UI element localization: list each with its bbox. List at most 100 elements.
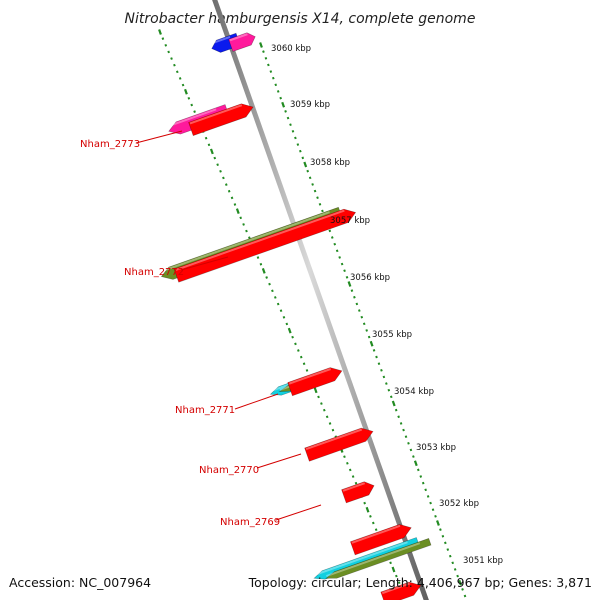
tick-mark — [308, 176, 312, 180]
tick-mark — [367, 335, 371, 339]
tick-mark — [239, 216, 243, 220]
tick-mark — [391, 566, 396, 573]
tick-mark — [181, 83, 185, 87]
tick-mark — [328, 229, 332, 233]
tick-mark — [271, 76, 275, 80]
tick-mark — [313, 387, 318, 394]
tick-mark — [399, 422, 403, 425]
scale-label: 3058 kbp — [310, 158, 350, 168]
gene-nham-2770-shape — [304, 427, 374, 462]
tick-mark — [350, 289, 354, 292]
tick-mark — [245, 229, 248, 233]
tick-mark — [311, 183, 314, 186]
scale-label: 3052 kbp — [439, 499, 479, 509]
tick-mark — [282, 315, 286, 319]
tick-mark — [436, 520, 440, 526]
gene-blue-highlight — [210, 36, 231, 45]
tick-mark — [377, 362, 381, 365]
tick-mark — [463, 594, 467, 598]
gene-label-nham-2769: Nham_2769 — [220, 517, 280, 528]
right-tick-track — [259, 42, 467, 598]
gene-label-nham-2771: Nham_2771 — [175, 405, 235, 416]
tick-mark — [353, 295, 356, 299]
gene-red-6 — [350, 524, 412, 556]
tick-mark — [259, 262, 263, 266]
tick-mark — [417, 468, 420, 472]
tick-mark — [431, 508, 435, 512]
tick-mark — [286, 116, 290, 120]
tick-mark — [222, 176, 225, 180]
tick-mark — [227, 189, 231, 193]
tick-mark — [461, 588, 464, 591]
tick-mark — [421, 481, 425, 485]
tick-mark — [441, 534, 445, 538]
gene-magenta-top-shape — [228, 32, 256, 52]
tick-mark — [322, 408, 326, 412]
tick-mark — [299, 355, 303, 359]
tick-mark — [297, 349, 300, 352]
tick-mark — [193, 110, 196, 113]
tick-mark — [395, 574, 398, 578]
tick-mark — [360, 315, 364, 319]
tick-mark — [372, 349, 376, 352]
tick-mark — [299, 149, 302, 153]
tick-mark — [261, 268, 266, 274]
tick-mark — [404, 435, 408, 439]
tick-mark — [325, 415, 329, 419]
tick-mark — [316, 196, 319, 200]
tick-mark — [365, 329, 368, 332]
tick-mark — [269, 70, 273, 73]
gene-nham-2769-part — [325, 538, 432, 579]
tick-mark — [175, 70, 179, 74]
tick-mark — [287, 327, 292, 334]
scale-label: 3059 kbp — [290, 100, 330, 110]
tick-mark — [413, 460, 418, 467]
tick-mark — [407, 441, 410, 445]
tick-mark — [402, 428, 405, 432]
tick-mark — [264, 56, 268, 60]
tick-mark — [451, 561, 455, 565]
tick-mark — [235, 208, 240, 215]
tick-mark — [204, 136, 208, 140]
tick-mark — [343, 455, 346, 458]
gene-nham-2770 — [304, 427, 374, 462]
label-leader-line — [180, 256, 229, 271]
tick-mark — [321, 209, 324, 213]
gene-red-3-highlight — [288, 368, 332, 385]
tick-mark — [347, 281, 352, 287]
tick-mark — [380, 368, 383, 372]
tick-mark — [389, 561, 392, 565]
scale-label: 3054 kbp — [394, 387, 434, 397]
tick-mark — [303, 161, 308, 168]
gene-nham-2772-highlight — [160, 211, 330, 273]
gene-label-nham-2770: Nham_2770 — [199, 465, 259, 476]
gene-nham-2769-part-highlight — [326, 542, 421, 578]
gene-nham-2770-highlight — [305, 428, 363, 451]
scale-label: 3053 kbp — [416, 443, 456, 453]
gene-red-6-highlight — [351, 524, 401, 544]
tick-mark — [426, 495, 430, 498]
scale-label: 3056 kbp — [350, 273, 390, 283]
tick-mark — [289, 123, 292, 126]
scale-label: 3057 kbp — [330, 216, 370, 226]
tick-mark — [456, 574, 459, 578]
tick-mark — [279, 96, 282, 100]
tick-mark — [331, 428, 335, 432]
gene-red-5 — [341, 481, 375, 504]
tick-mark — [348, 468, 352, 472]
tick-mark — [412, 455, 415, 458]
gene-red-2 — [173, 208, 357, 283]
tick-mark — [209, 148, 214, 155]
tick-mark — [262, 50, 265, 53]
gene-red-1 — [188, 103, 254, 136]
tick-mark — [320, 402, 323, 405]
tick-mark — [285, 322, 289, 326]
tick-mark — [365, 506, 370, 513]
gene-magenta-top-highlight — [229, 33, 248, 42]
tick-mark — [358, 309, 361, 312]
tick-mark — [167, 50, 170, 54]
scale-label: 3055 kbp — [372, 330, 412, 340]
gene-red-2-highlight — [175, 209, 345, 272]
label-leader-line — [234, 393, 279, 410]
